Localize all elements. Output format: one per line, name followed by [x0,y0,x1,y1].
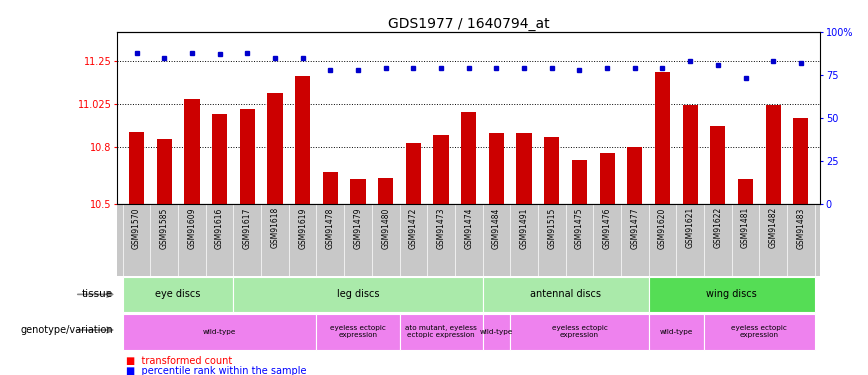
Text: wild-type: wild-type [480,329,513,335]
Bar [544,137,559,204]
Text: leg discs: leg discs [337,290,379,299]
Text: eyeless ectopic
expression: eyeless ectopic expression [330,326,386,338]
Text: GSM91474: GSM91474 [464,207,473,249]
Bar [510,314,648,350]
Bar [323,172,338,204]
Bar [461,112,477,204]
Text: GSM91617: GSM91617 [243,207,252,249]
Text: GSM91570: GSM91570 [132,207,141,249]
Text: GSM91477: GSM91477 [630,207,640,249]
Text: eyeless ectopic
expression: eyeless ectopic expression [551,326,608,338]
Bar [682,105,698,204]
Text: GSM91479: GSM91479 [353,207,363,249]
Text: GSM91515: GSM91515 [547,207,556,249]
Text: ■  transformed count: ■ transformed count [126,356,232,366]
Text: GSM91491: GSM91491 [520,207,529,249]
Text: GSM91622: GSM91622 [713,207,722,249]
Text: antennal discs: antennal discs [530,290,602,299]
Text: GSM91484: GSM91484 [492,207,501,249]
Text: GSM91483: GSM91483 [796,207,806,249]
Text: genotype/variation: genotype/variation [20,325,113,335]
Bar [628,147,642,204]
Bar [654,72,670,204]
Bar [766,105,781,204]
Text: GSM91473: GSM91473 [437,207,445,249]
Bar [710,126,726,204]
Bar [184,99,200,204]
Text: ato mutant, eyeless
ectopic expression: ato mutant, eyeless ectopic expression [405,326,477,338]
Bar [704,314,815,350]
Text: eye discs: eye discs [155,290,201,299]
Text: GSM91475: GSM91475 [575,207,584,249]
Bar [122,277,233,312]
Bar [405,143,421,204]
Text: GSM91472: GSM91472 [409,207,418,249]
Text: GSM91609: GSM91609 [187,207,196,249]
Text: tissue: tissue [82,290,113,299]
Text: GSM91481: GSM91481 [741,207,750,249]
Bar [129,132,144,204]
Bar [233,277,483,312]
Text: GSM91620: GSM91620 [658,207,667,249]
Bar [648,314,704,350]
Text: wild-type: wild-type [660,329,693,335]
Text: wing discs: wing discs [707,290,757,299]
Bar [793,118,808,204]
Text: GSM91482: GSM91482 [769,207,778,249]
Bar [240,108,255,204]
Bar [122,314,317,350]
Text: GSM91476: GSM91476 [602,207,612,249]
Bar [483,314,510,350]
Bar [600,153,615,204]
Text: wild-type: wild-type [203,329,236,335]
Bar [738,180,753,204]
Bar [378,177,393,204]
Bar [212,114,227,204]
Title: GDS1977 / 1640794_at: GDS1977 / 1640794_at [388,17,549,31]
Text: GSM91585: GSM91585 [160,207,168,249]
Bar [572,160,587,204]
Bar [267,93,283,204]
Bar [399,314,483,350]
Bar [648,277,815,312]
Text: GSM91478: GSM91478 [326,207,335,249]
Text: GSM91621: GSM91621 [686,207,694,249]
Bar [483,277,648,312]
Text: GSM91480: GSM91480 [381,207,391,249]
Bar [433,135,449,204]
Text: ■  percentile rank within the sample: ■ percentile rank within the sample [126,366,306,375]
Bar [317,314,399,350]
Bar [295,76,310,204]
Bar [156,139,172,204]
Bar [516,134,532,204]
Text: GSM91618: GSM91618 [271,207,279,249]
Bar [351,180,365,204]
Text: GSM91619: GSM91619 [298,207,307,249]
Text: GSM91616: GSM91616 [215,207,224,249]
Text: eyeless ectopic
expression: eyeless ectopic expression [732,326,787,338]
Bar [489,134,504,204]
